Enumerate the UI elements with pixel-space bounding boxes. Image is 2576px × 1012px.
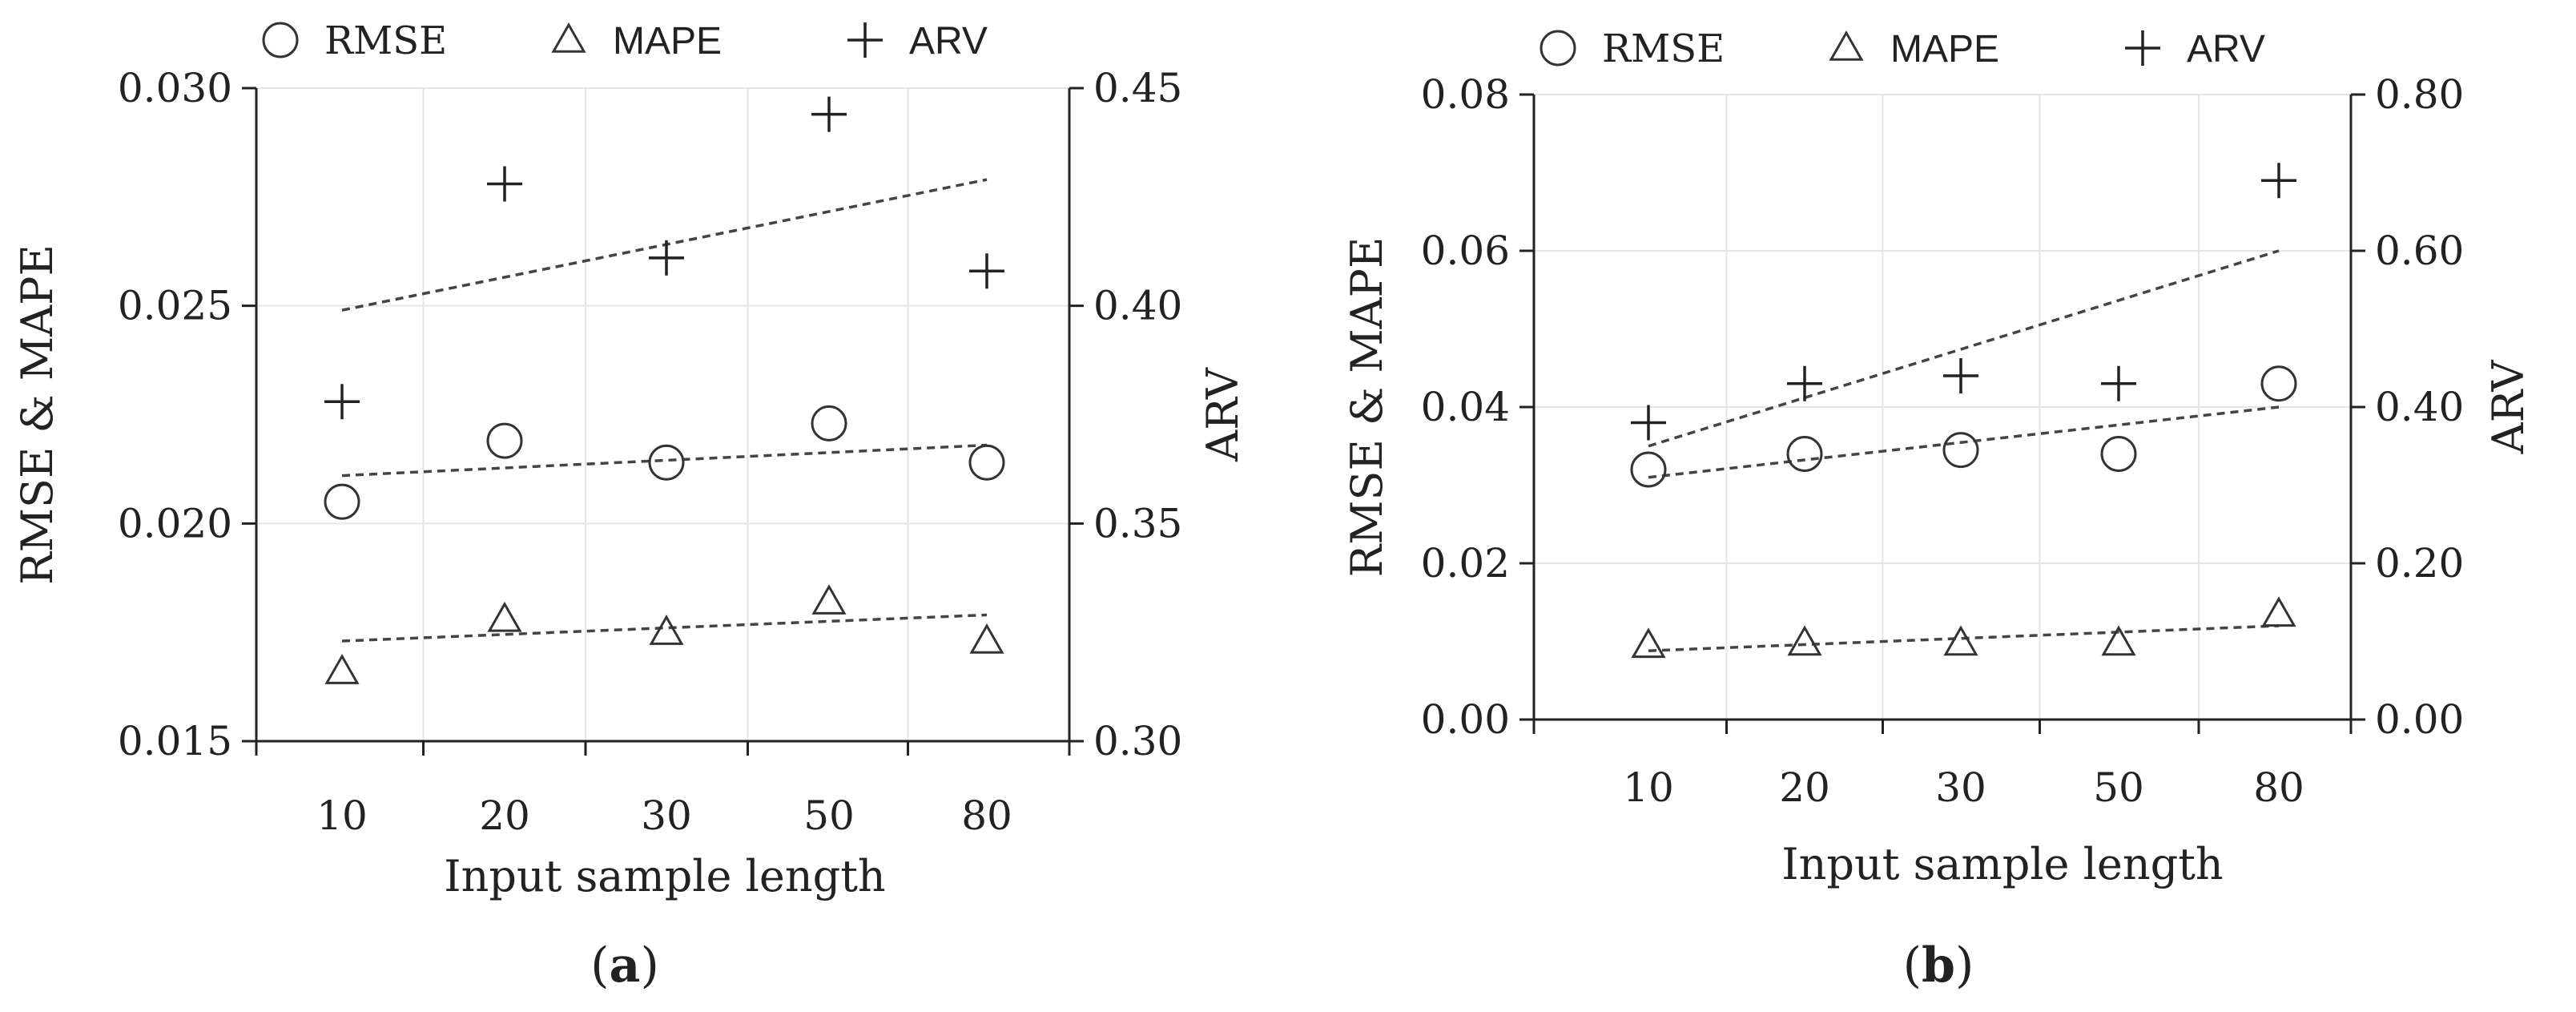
right-y-tick-label: 0.40 bbox=[1093, 283, 1182, 329]
arv-data-point bbox=[1787, 365, 1822, 401]
mape-trendline bbox=[341, 613, 988, 643]
plus-marker-icon bbox=[2125, 30, 2160, 66]
right-y-axis-title: ARV bbox=[1197, 367, 1248, 462]
x-tick-label: 30 bbox=[641, 792, 692, 839]
rmse-data-point bbox=[1942, 432, 1979, 469]
x-tick-label: 10 bbox=[316, 792, 368, 839]
right-y-tick-label: 0.30 bbox=[1093, 718, 1182, 764]
arv-trendline bbox=[1648, 249, 2280, 448]
rmse-data-point bbox=[324, 483, 360, 520]
plus-marker-icon bbox=[847, 22, 883, 58]
mape-data-point bbox=[1943, 625, 1978, 656]
legend-label: ARV bbox=[2187, 28, 2265, 71]
x-tick-label: 50 bbox=[803, 792, 855, 839]
mape-data-point bbox=[2261, 596, 2296, 627]
chart-panel-b: 0.00 0.02 0.04 0.06 0.08 0.00 0.20 0.40 0.60 0.80… bbox=[1342, 26, 2534, 994]
left-y-tick-label: 0.02 bbox=[1421, 540, 1510, 587]
circle-marker-icon bbox=[1540, 30, 1576, 67]
arv-data-point bbox=[487, 166, 522, 202]
rmse-data-point bbox=[2100, 436, 2137, 472]
mape-data-point bbox=[1631, 627, 1666, 659]
x-axis-title: Input sample length bbox=[1781, 839, 2223, 889]
rmse-data-point bbox=[811, 405, 847, 441]
left-y-axis-title: RMSE & MAPE bbox=[12, 244, 62, 585]
right-y-tick-label: 0.45 bbox=[1093, 65, 1182, 111]
left-y-tick-label: 0.030 bbox=[118, 65, 232, 111]
right-y-tick-label: 0.60 bbox=[2375, 228, 2464, 274]
arv-trendline bbox=[341, 178, 988, 312]
x-tick-label: 80 bbox=[2253, 764, 2304, 811]
left-y-tick-label: 0.06 bbox=[1421, 228, 1510, 274]
arv-data-point bbox=[969, 253, 1004, 289]
legend-label: RMSE bbox=[324, 18, 447, 63]
rmse-data-point bbox=[2260, 365, 2297, 402]
left-y-tick-label: 0.025 bbox=[118, 283, 232, 329]
x-tick-label: 20 bbox=[1779, 764, 1830, 811]
legend-label: RMSE bbox=[1602, 26, 1725, 71]
mape-data-point bbox=[649, 615, 684, 645]
right-y-tick-label: 0.35 bbox=[1093, 500, 1182, 546]
x-tick-label: 80 bbox=[961, 792, 1012, 839]
rmse-data-point bbox=[968, 444, 1005, 481]
left-y-tick-label: 0.020 bbox=[118, 500, 232, 546]
right-y-tick-label: 0.00 bbox=[2375, 696, 2464, 743]
x-tick-label: 30 bbox=[1935, 764, 1986, 811]
chart-panel-a: 0.015 0.020 0.025 0.030 0.30 0.35 0.40 0.45 10 20… bbox=[12, 18, 1248, 994]
mape-data-point bbox=[811, 584, 847, 615]
x-axis-title: Input sample length bbox=[444, 851, 885, 901]
legend-label: ARV bbox=[909, 20, 988, 62]
rmse-trendline bbox=[341, 443, 988, 478]
right-y-tick-label: 0.20 bbox=[2375, 540, 2464, 587]
x-tick-label: 20 bbox=[479, 792, 530, 839]
rmse-data-point bbox=[1630, 451, 1667, 488]
mape-trendline bbox=[1648, 624, 2280, 652]
left-y-tick-label: 0.00 bbox=[1421, 696, 1510, 743]
mape-data-point bbox=[487, 601, 522, 632]
left-y-tick-label: 0.015 bbox=[118, 718, 232, 764]
legend-label: MAPE bbox=[1890, 28, 1999, 71]
right-y-axis-title: ARV bbox=[2483, 360, 2534, 455]
arv-data-point bbox=[324, 384, 360, 420]
rmse-data-point bbox=[648, 444, 685, 481]
mape-data-point bbox=[1787, 625, 1822, 656]
x-tick-label: 50 bbox=[2093, 764, 2144, 811]
triangle-marker-icon bbox=[551, 22, 586, 53]
mape-data-point bbox=[2101, 625, 2136, 656]
left-y-axis-title: RMSE & MAPE bbox=[1342, 237, 1392, 578]
legend-label: MAPE bbox=[613, 20, 722, 62]
rmse-trendline bbox=[1648, 405, 2280, 479]
left-y-tick-label: 0.04 bbox=[1421, 384, 1510, 430]
right-y-tick-label: 0.80 bbox=[2375, 71, 2464, 118]
right-y-tick-label: 0.40 bbox=[2375, 384, 2464, 430]
mape-data-point bbox=[324, 654, 360, 684]
panel-label: (a) bbox=[590, 937, 659, 994]
rmse-data-point bbox=[1786, 436, 1823, 472]
arv-data-point bbox=[2101, 365, 2136, 401]
rmse-data-point bbox=[486, 422, 523, 459]
x-tick-label: 10 bbox=[1623, 764, 1674, 811]
triangle-marker-icon bbox=[1829, 30, 1864, 61]
panel-label: (b) bbox=[1903, 937, 1974, 994]
arv-data-point bbox=[811, 96, 847, 132]
circle-marker-icon bbox=[262, 22, 299, 58]
arv-data-point bbox=[1943, 358, 1978, 393]
arv-data-point bbox=[1631, 405, 1666, 441]
arv-data-point bbox=[2261, 163, 2296, 199]
mape-data-point bbox=[969, 623, 1004, 654]
arv-data-point bbox=[649, 240, 684, 276]
left-y-tick-label: 0.08 bbox=[1421, 71, 1510, 118]
